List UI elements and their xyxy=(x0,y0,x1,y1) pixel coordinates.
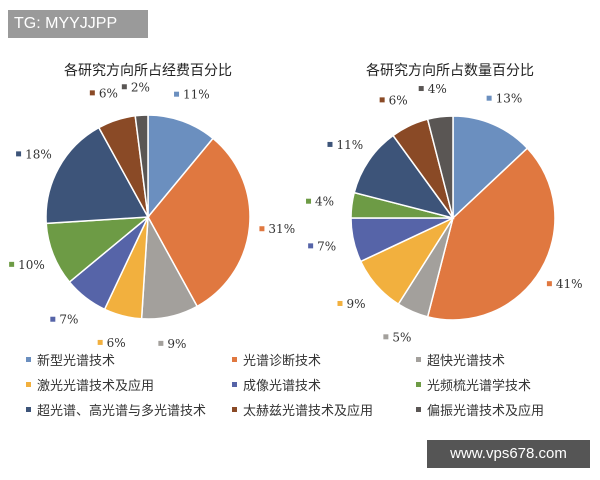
data-label-marker xyxy=(16,151,22,157)
data-label-marker xyxy=(418,86,424,92)
data-label: 4% xyxy=(315,195,334,209)
data-label: 5% xyxy=(392,330,411,344)
data-label-marker xyxy=(306,198,312,204)
data-label-marker xyxy=(158,340,164,346)
data-label-marker xyxy=(379,97,385,103)
legend-item: 光谱诊断技术 xyxy=(232,350,416,369)
data-label-marker xyxy=(259,226,265,232)
data-label-marker xyxy=(546,281,552,287)
legend-label: 偏振光谱技术及应用 xyxy=(427,404,545,419)
data-label-marker xyxy=(97,339,103,345)
legend-swatch xyxy=(26,407,31,412)
legend-label: 成像光谱技术 xyxy=(243,379,322,394)
legend-label: 太赫兹光谱技术及应用 xyxy=(243,404,374,419)
legend-item: 激光光谱技术及应用 xyxy=(26,375,232,394)
watermark-bottom: www.vps678.com xyxy=(427,440,590,468)
legend-item: 偏振光谱技术及应用 xyxy=(416,400,586,419)
watermark-top: TG: MYYJJPP xyxy=(8,10,148,38)
data-label: 6% xyxy=(99,86,118,100)
data-label: 6% xyxy=(107,336,126,350)
data-label: 2% xyxy=(131,80,150,94)
data-label: 41% xyxy=(556,277,583,291)
legend-swatch xyxy=(26,382,31,387)
pie-slice xyxy=(45,126,150,225)
data-label-marker xyxy=(89,90,95,96)
chart-title: 各研究方向所占经费百分比 xyxy=(64,63,232,79)
legend-swatch xyxy=(416,407,421,412)
data-label-marker xyxy=(9,261,15,267)
legend-label: 超快光谱技术 xyxy=(427,354,506,369)
chart-title: 各研究方向所占数量百分比 xyxy=(366,63,534,79)
data-label-marker xyxy=(121,84,127,90)
pie-slice xyxy=(147,137,251,308)
data-label: 11% xyxy=(336,138,363,152)
data-label: 6% xyxy=(389,93,408,107)
data-label-marker xyxy=(50,316,56,322)
legend-swatch xyxy=(26,357,31,362)
pie-slice xyxy=(426,115,454,219)
data-label-marker xyxy=(337,300,343,306)
pie-slice xyxy=(452,115,529,220)
data-label: 11% xyxy=(183,88,210,102)
data-label: 9% xyxy=(167,337,186,351)
legend-swatch xyxy=(232,407,237,412)
legend-item: 成像光谱技术 xyxy=(232,375,416,394)
legend-item: 超快光谱技术 xyxy=(416,350,586,369)
legend-item: 太赫兹光谱技术及应用 xyxy=(232,400,416,419)
pie-slice xyxy=(134,114,149,218)
legend-label: 超光谱、高光谱与多光谱技术 xyxy=(37,404,207,419)
legend-item: 新型光谱技术 xyxy=(26,350,232,369)
pie-slice xyxy=(426,147,556,321)
legend-swatch xyxy=(416,382,421,387)
data-label: 13% xyxy=(496,92,523,106)
data-label: 7% xyxy=(317,239,336,253)
data-label-marker xyxy=(327,141,333,147)
data-label-marker xyxy=(486,95,492,101)
legend-item: 光频梳光谱学技术 xyxy=(416,375,586,394)
data-label-marker xyxy=(308,243,314,249)
pie-slice xyxy=(353,134,455,220)
data-label: 10% xyxy=(18,258,45,272)
legend-swatch xyxy=(416,357,421,362)
legend-swatch xyxy=(232,382,237,387)
legend-label: 光频梳光谱学技术 xyxy=(427,379,532,394)
data-label: 4% xyxy=(428,82,447,96)
legend-item: 超光谱、高光谱与多光谱技术 xyxy=(26,400,232,419)
legend-label: 激光光谱技术及应用 xyxy=(37,379,155,394)
legend-label: 光谱诊断技术 xyxy=(243,354,322,369)
data-label: 18% xyxy=(25,147,52,161)
legend-swatch xyxy=(232,357,237,362)
data-label: 9% xyxy=(346,297,365,311)
pie-slice xyxy=(147,114,215,220)
data-label-marker xyxy=(174,91,180,97)
data-label-marker xyxy=(383,334,389,340)
data-label: 31% xyxy=(268,222,295,236)
data-label: 7% xyxy=(59,313,78,327)
legend-label: 新型光谱技术 xyxy=(37,354,116,369)
legend: 新型光谱技术 光谱诊断技术 超快光谱技术激光光谱技术及应用 成像光谱技术 光频梳光谱学技… xyxy=(26,350,586,419)
